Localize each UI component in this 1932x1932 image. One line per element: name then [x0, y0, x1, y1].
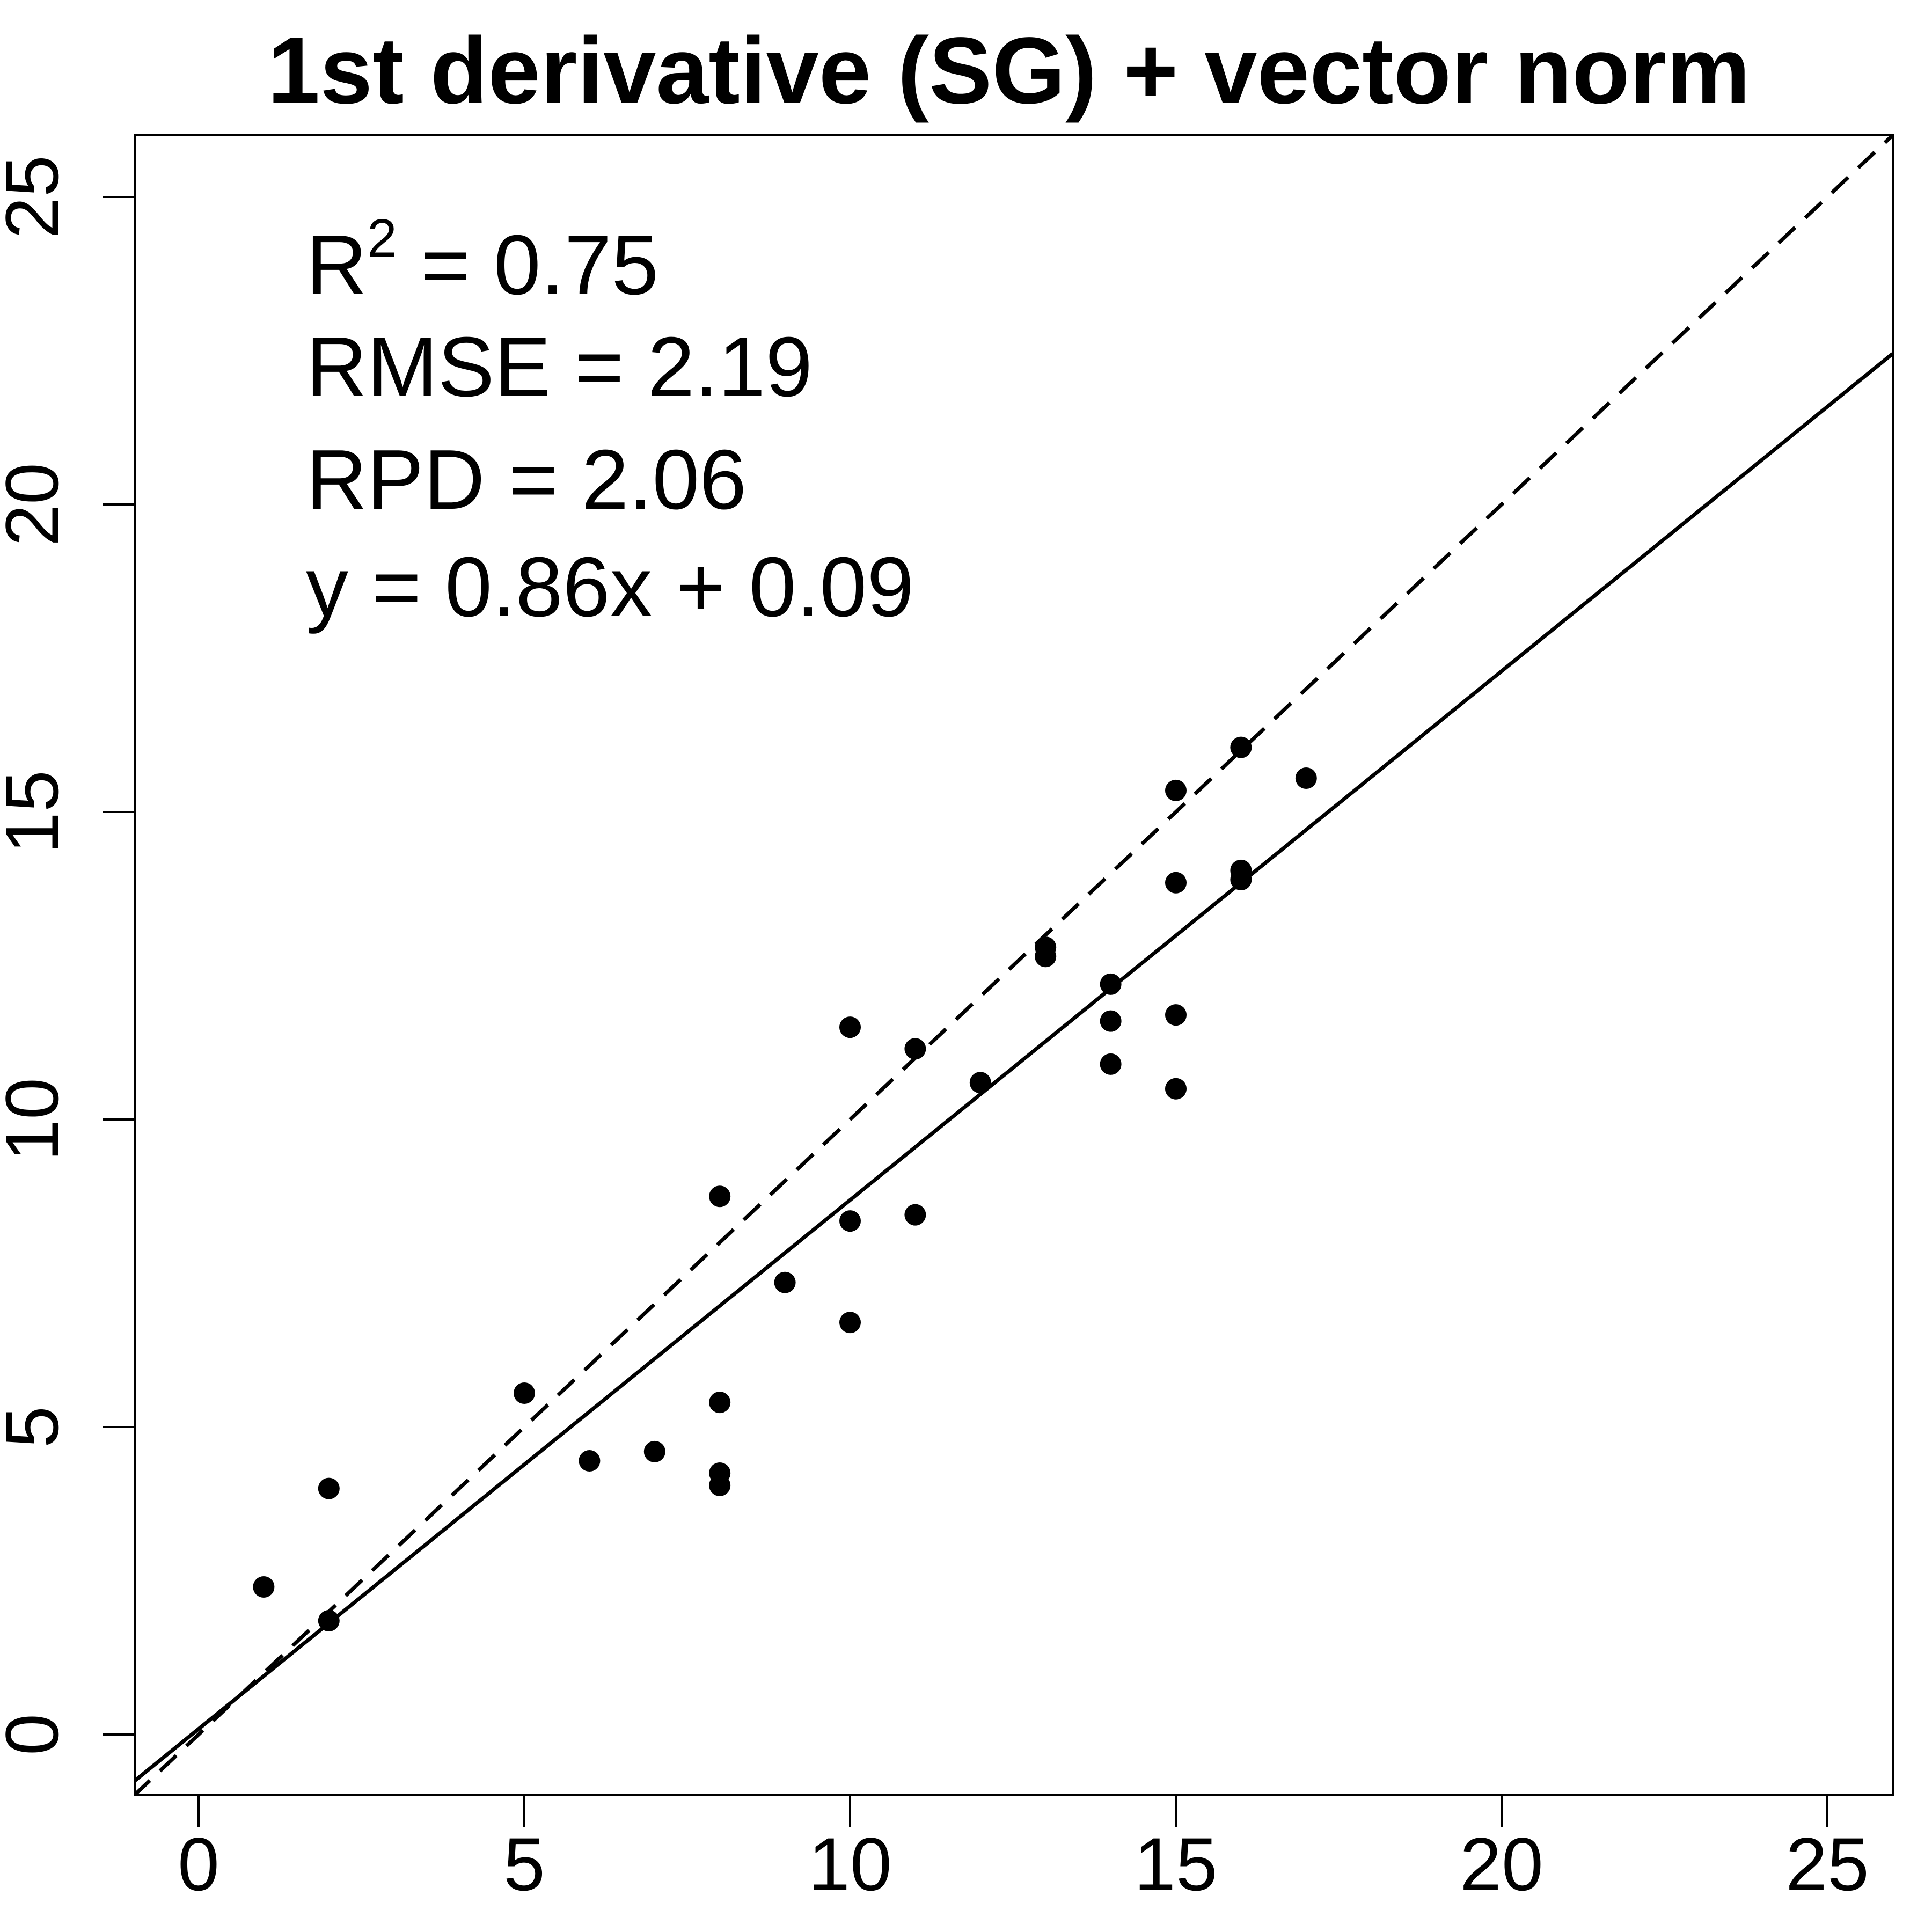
identity-line-dashed [135, 135, 1893, 1795]
stats-annotation: R2 = 0.75 RMSE = 2.19 RPD = 2.06 y = 0.8… [306, 208, 914, 634]
data-point-16 [904, 1204, 926, 1226]
data-point-13 [839, 1210, 861, 1232]
data-point-21 [1100, 1010, 1122, 1032]
data-point-2 [318, 1477, 340, 1499]
data-point-1 [253, 1576, 275, 1598]
y-tick-label-5: 5 [0, 1406, 74, 1448]
data-point-20 [1100, 973, 1122, 995]
data-point-4 [514, 1382, 535, 1404]
x-tick-label-15: 15 [1134, 1822, 1218, 1906]
data-point-29 [1230, 869, 1252, 891]
x-tick-label-0: 0 [178, 1822, 219, 1906]
data-point-12 [839, 1016, 861, 1038]
data-point-6 [643, 1440, 665, 1462]
chart-title: 1st derivative (SG) + vector norm [267, 18, 1750, 123]
data-point-3 [318, 1609, 340, 1631]
x-tick-label-25: 25 [1785, 1822, 1869, 1906]
y-tick-label-15: 15 [0, 770, 74, 854]
rmse-text: RMSE = 2.19 [306, 320, 813, 414]
data-point-17 [969, 1072, 991, 1094]
y-tick-label-20: 20 [0, 463, 74, 546]
data-point-7 [709, 1185, 731, 1208]
rpd-text: RPD = 2.06 [306, 433, 747, 527]
data-point-19 [1035, 946, 1057, 968]
equation-text: y = 0.86x + 0.09 [306, 540, 914, 634]
r-squared-text: R2 = 0.75 [306, 208, 658, 312]
data-point-10 [709, 1474, 731, 1496]
data-point-23 [1165, 779, 1187, 801]
y-axis: 0 5 10 15 20 25 [0, 155, 136, 1755]
y-tick-label-25: 25 [0, 155, 74, 239]
x-tick-label-10: 10 [808, 1822, 892, 1906]
data-point-24 [1165, 872, 1187, 894]
regression-line [135, 352, 1893, 1783]
data-point-26 [1165, 1078, 1187, 1100]
data-point-14 [839, 1312, 861, 1334]
y-tick-label-0: 0 [0, 1714, 74, 1755]
data-point-15 [904, 1038, 926, 1060]
data-point-5 [579, 1450, 601, 1472]
data-point-25 [1165, 1004, 1187, 1026]
y-tick-label-10: 10 [0, 1078, 74, 1161]
x-axis: 0 5 10 15 20 25 [178, 1794, 1869, 1906]
x-tick-label-5: 5 [503, 1822, 545, 1906]
data-point-22 [1100, 1053, 1122, 1075]
data-point-27 [1230, 736, 1252, 758]
data-point-11 [774, 1271, 796, 1293]
x-tick-label-20: 20 [1460, 1822, 1543, 1906]
data-point-8 [709, 1392, 731, 1414]
data-point-30 [1295, 767, 1317, 789]
